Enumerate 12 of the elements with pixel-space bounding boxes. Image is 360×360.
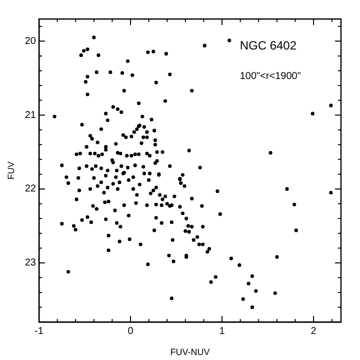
x-tick-label: 2: [310, 326, 317, 337]
annotation: 100"<r<1900": [240, 70, 302, 82]
y-tick-label: 21: [24, 110, 36, 121]
y-tick-label: 20: [24, 36, 36, 47]
y-axis-title: FUV: [6, 162, 16, 180]
x-tick-label: -1: [34, 326, 44, 337]
x-tick-label: 1: [219, 326, 226, 337]
y-tick-label: 22: [24, 184, 36, 195]
annotation: NGC 6402: [240, 38, 297, 52]
x-axis-title: FUV-NUV: [170, 347, 210, 358]
y-tick-label: 23: [24, 258, 36, 269]
x-tick-label: 0: [128, 326, 134, 337]
